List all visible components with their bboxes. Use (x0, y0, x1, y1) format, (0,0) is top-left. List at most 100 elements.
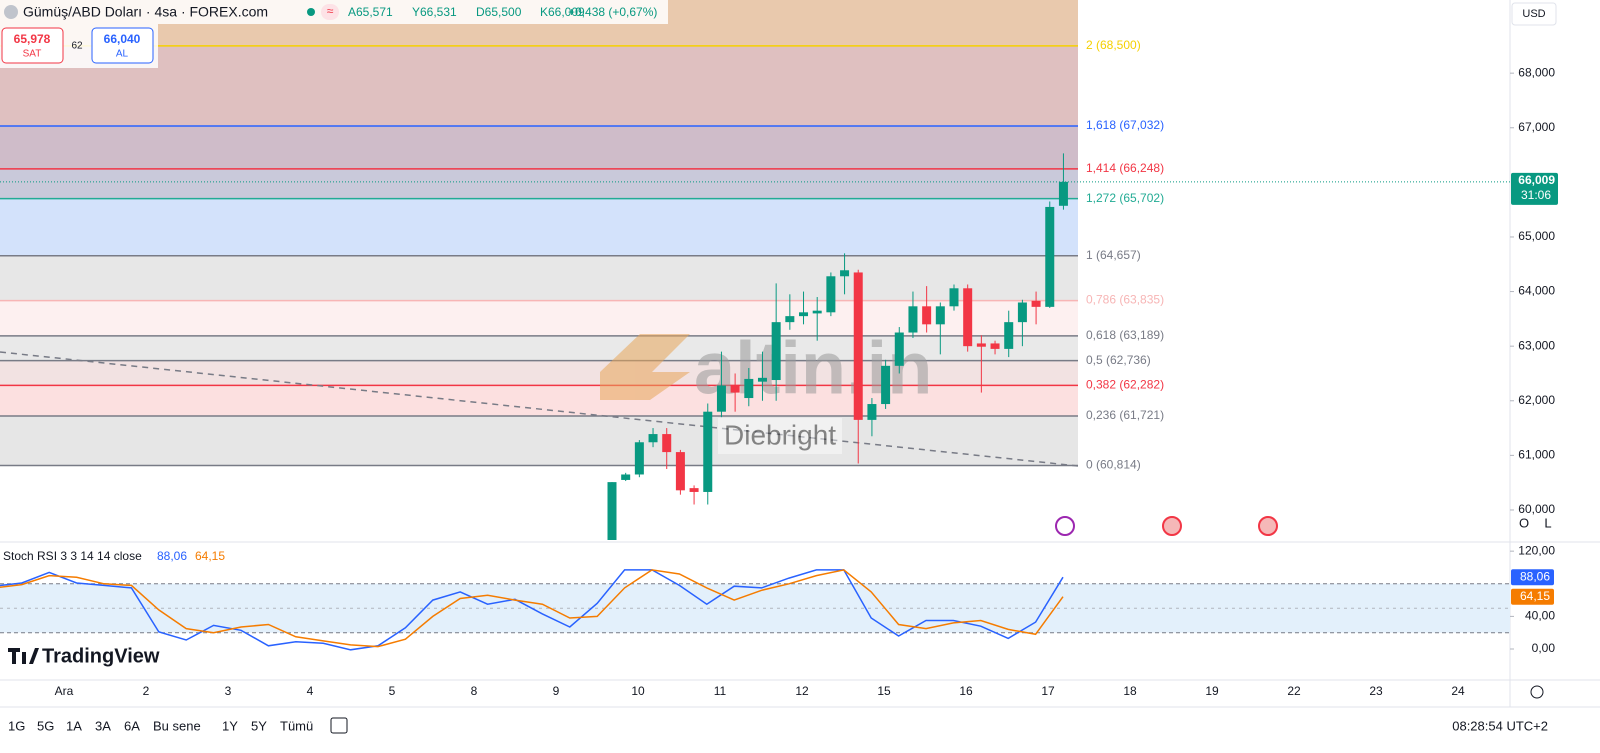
scale-button[interactable]: O (1519, 515, 1529, 530)
buy-label: AL (116, 49, 129, 60)
symbol-icon (4, 5, 18, 19)
range-button[interactable]: 6A (124, 718, 140, 733)
fib-zone (0, 198, 1078, 256)
ohlc-change: +0,438 (+0,67%) (568, 5, 657, 19)
candle-body (922, 306, 932, 325)
range-button[interactable]: 1G (8, 718, 25, 733)
range-button[interactable]: 1A (66, 718, 82, 733)
candle-body (1031, 300, 1041, 307)
candle-body (1045, 206, 1055, 307)
y-tick-label: 40,00 (1525, 609, 1555, 623)
candle-body (812, 310, 822, 314)
last-price-tag (1511, 172, 1558, 205)
spread: 62 (71, 41, 83, 52)
candle-body (853, 272, 863, 420)
stoch-line (0, 569, 1064, 651)
candle-body (990, 343, 1000, 349)
events (1055, 516, 1278, 536)
author-bg (718, 418, 842, 454)
scale-button[interactable]: L (1544, 515, 1551, 530)
fib-label: 0,786 (63,835) (1086, 293, 1164, 307)
market-status (307, 8, 315, 16)
candle-body (1058, 181, 1068, 206)
fib-label: 0,5 (62,736) (1086, 353, 1151, 367)
date-picker-icon[interactable] (330, 717, 348, 734)
clock: 08:28:54 UTC+2 (1452, 718, 1548, 733)
candle-body (826, 276, 836, 313)
fib-label: 1,414 (66,248) (1086, 161, 1164, 175)
buy-button[interactable] (91, 27, 154, 64)
event-icon[interactable] (1055, 516, 1075, 536)
fib-label: 0,382 (62,282) (1086, 378, 1164, 392)
candle-body (648, 434, 658, 443)
x-tick-label: 23 (1369, 684, 1383, 698)
fib-label: 0,236 (61,721) (1086, 408, 1164, 422)
fib-label: 0,618 (63,189) (1086, 328, 1164, 342)
candle-body (894, 332, 904, 366)
fib-label: 1,272 (65,702) (1086, 191, 1164, 205)
stoch-tag (1511, 588, 1554, 605)
settings-icon[interactable] (1530, 685, 1544, 699)
stoch-title: Stoch RSI 3 3 14 14 close (3, 549, 142, 563)
y-tick-label: 67,000 (1518, 120, 1555, 134)
x-tick-label: 16 (959, 684, 973, 698)
x-tick-label: 4 (307, 684, 314, 698)
fib-zone (0, 385, 1078, 417)
sell-label: SAT (23, 49, 42, 60)
event-icon[interactable] (1258, 516, 1278, 536)
candle-body (662, 434, 672, 453)
candle-body (689, 488, 699, 492)
candle-body (799, 312, 809, 317)
trend-line (0, 351, 1079, 467)
tv-logo-text: TradingView (42, 645, 160, 667)
candle-body (840, 270, 850, 277)
y-tick-label: 64,000 (1518, 284, 1555, 298)
candle-body (1004, 322, 1014, 349)
x-tick-label: 8 (471, 684, 478, 698)
stoch-line (0, 569, 1064, 648)
toolbar: 08:28:54 UTC+2 1G 5G 1A 3A 6A Bu sene 1Y 5Y Tümü (8, 717, 1548, 734)
currency: USD (1522, 8, 1545, 20)
fib-zones: 2 (68,500) 1,618 (67,032) 1,414 (66,248) 1,… (0, 0, 1164, 472)
candle-body (730, 385, 740, 393)
candle-body (703, 411, 713, 492)
candle-body (621, 474, 631, 480)
range-button[interactable]: 1Y (222, 718, 238, 733)
x-tick-label: 24 (1451, 684, 1465, 698)
last-price-label: 66,009 (1518, 173, 1555, 187)
sell-button[interactable] (1, 27, 64, 64)
range-button[interactable]: Tümü (280, 718, 313, 733)
ohlc-close: K66,009 (540, 5, 585, 19)
range-button[interactable]: 5G (37, 718, 54, 733)
fib-zone (0, 45, 1078, 127)
y-tick-label: 62,000 (1518, 393, 1555, 407)
fib-zone (0, 300, 1078, 336)
x-tick-label: 15 (877, 684, 891, 698)
tv-logo: TradingView (8, 645, 160, 667)
range-button[interactable]: Bu sene (153, 718, 201, 733)
candle-body (1017, 302, 1027, 323)
fib-label: 0 (60,814) (1086, 458, 1141, 472)
x-tick-label: 19 (1205, 684, 1219, 698)
y-tick-label: 120,00 (1518, 543, 1555, 557)
ohlc-low: D65,500 (476, 5, 522, 19)
legend-value: 88,06 (157, 549, 187, 563)
range-button[interactable]: 3A (95, 718, 111, 733)
watermark-author: Diebright (724, 419, 836, 450)
candle-body (785, 316, 795, 323)
delay-icon: ≈ (327, 4, 334, 18)
candle-body (908, 306, 918, 333)
fib-label: 1 (64,657) (1086, 248, 1141, 262)
range-button[interactable]: 5Y (251, 718, 267, 733)
candle-body (963, 288, 973, 347)
candle-body (716, 385, 726, 412)
currency-button[interactable] (1511, 2, 1557, 26)
fib-zone (0, 126, 1078, 169)
ohlc-open: A65,571 (348, 5, 393, 19)
ohlc-high: Y66,531 (412, 5, 457, 19)
event-icon[interactable] (1162, 516, 1182, 536)
x-tick-label: 12 (795, 684, 809, 698)
x-tick-label: 9 (553, 684, 560, 698)
stoch-tag-label: 64,15 (1520, 589, 1550, 603)
